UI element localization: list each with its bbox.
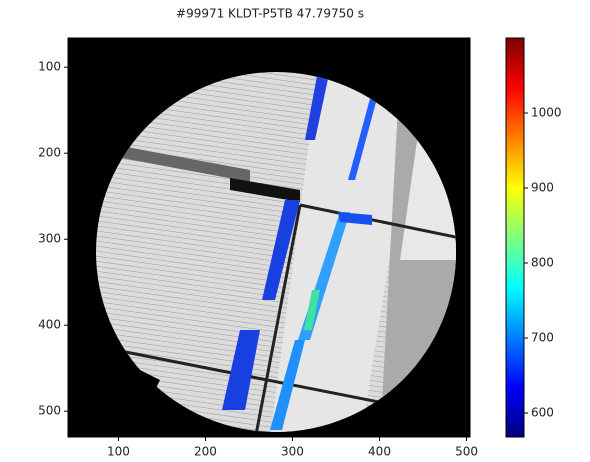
y-tick-label: 500 <box>38 404 61 418</box>
colorbar-tick-label: 600 <box>531 406 554 420</box>
y-tick-label: 200 <box>38 146 61 160</box>
colorbar <box>505 37 525 438</box>
x-tick-label: 300 <box>281 445 304 459</box>
plot-frame <box>67 37 471 438</box>
colorbar-tick-label: 1000 <box>531 106 562 120</box>
y-tick-label: 100 <box>38 60 61 74</box>
x-tick-label: 100 <box>107 445 130 459</box>
colorbar-tick-label: 900 <box>531 181 554 195</box>
y-tick-label: 400 <box>38 318 61 332</box>
colorbar-tick-label: 700 <box>531 331 554 345</box>
x-tick-label: 200 <box>194 445 217 459</box>
y-tick-label: 300 <box>38 232 61 246</box>
colorbar-tick-label: 800 <box>531 256 554 270</box>
x-tick-label: 500 <box>455 445 478 459</box>
x-tick-label: 400 <box>368 445 391 459</box>
thermal-image <box>68 38 470 437</box>
chart-title: #99971 KLDT-P5TB 47.79750 s <box>176 7 364 21</box>
